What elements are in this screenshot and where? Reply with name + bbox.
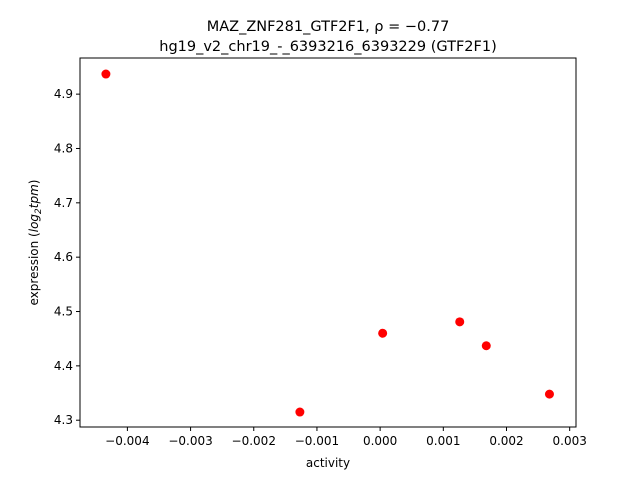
data-point <box>101 69 111 79</box>
chart-title-line-2: hg19_v2_chr19_-_6393216_6393229 (GTF2F1) <box>159 39 497 55</box>
data-points <box>101 69 554 417</box>
plot-area <box>79 57 577 428</box>
y-tick-label: 4.5 <box>54 305 73 319</box>
y-tick-label: 4.8 <box>54 141 73 155</box>
y-tick-label: 4.7 <box>54 196 73 210</box>
x-tick-label: 0.001 <box>426 434 460 448</box>
x-tick-label: −0.003 <box>168 434 212 448</box>
y-tick-label: 4.9 <box>54 87 73 101</box>
y-tick-label: 4.3 <box>54 413 73 427</box>
x-axis-label: activity <box>306 456 350 470</box>
y-tick-label: 4.4 <box>54 359 73 373</box>
x-tick-label: −0.002 <box>232 434 276 448</box>
y-axis-label: expression (log2tpm) <box>27 180 44 306</box>
x-tick-label: 0.002 <box>489 434 523 448</box>
x-tick-label: −0.004 <box>105 434 149 448</box>
x-tick-label: 0.000 <box>363 434 397 448</box>
x-tick-label: −0.001 <box>295 434 339 448</box>
x-tick-label: 0.003 <box>553 434 587 448</box>
y-tick-label: 4.6 <box>54 250 73 264</box>
data-point <box>378 328 388 338</box>
y-axis: 4.3 4.4 4.5 4.6 4.7 4.8 4.9 <box>54 87 80 427</box>
x-axis: −0.004 −0.003 −0.002 −0.001 0.000 0.001 0.002 0… <box>105 427 587 448</box>
data-point <box>295 407 305 417</box>
chart-title-line-1: MAZ_ZNF281_GTF2F1, ρ = −0.77 <box>207 19 450 35</box>
data-point <box>481 341 491 351</box>
data-point <box>544 389 554 399</box>
data-point <box>455 317 465 327</box>
